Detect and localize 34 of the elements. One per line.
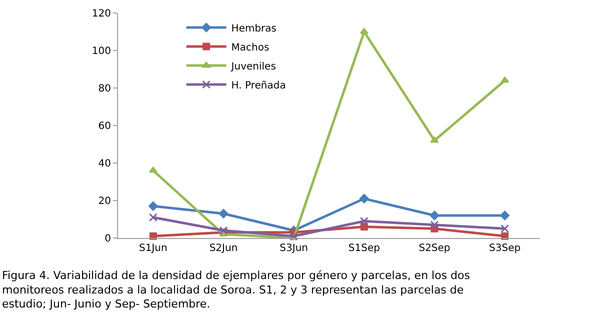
y-tick-label: 0 (104, 234, 111, 244)
x-tick-label: S3Sep (489, 243, 521, 254)
legend-label: H. Preñada (231, 80, 286, 92)
x-tick-label: S1Jun (139, 243, 168, 254)
x-tick-label: S1Sep (348, 243, 380, 254)
text: Figura 4. Variabilidad de la densidad de ejemplares por género y parcelas, en los dos monitoreos realizados a la localidad de Soroa. S1, 2 y 3 representan las parcelas de estudio; Jun- Junio y Sep- Septiembre. (2, 269, 470, 311)
point (218, 208, 228, 218)
point (501, 232, 509, 240)
point (148, 213, 158, 222)
point (148, 201, 158, 211)
y-tick-label: 80 (98, 84, 111, 94)
y-tick-label: 120 (92, 8, 111, 20)
point (500, 76, 510, 83)
point (360, 216, 368, 226)
y-tick-label: 60 (98, 121, 111, 132)
y-tick-label: 100 (92, 46, 111, 57)
point (219, 226, 228, 235)
point (500, 210, 510, 220)
legend-label: Machos (231, 42, 270, 54)
x-tick-label: S2Jun (209, 243, 238, 254)
y-tick-label: 20 (98, 196, 111, 207)
x-tick-label: S3Jun (280, 243, 308, 254)
legend-label: Hembras (231, 23, 277, 34)
point (360, 223, 368, 230)
y-tick-label: 40 (98, 158, 111, 170)
point (430, 136, 439, 143)
point (149, 232, 157, 240)
x-tick-label: S2Sep (418, 243, 450, 254)
point (360, 194, 369, 204)
point (500, 224, 510, 233)
point (430, 220, 439, 230)
legend-label: Juveniles (230, 61, 276, 72)
point (430, 210, 440, 220)
point (148, 166, 158, 173)
